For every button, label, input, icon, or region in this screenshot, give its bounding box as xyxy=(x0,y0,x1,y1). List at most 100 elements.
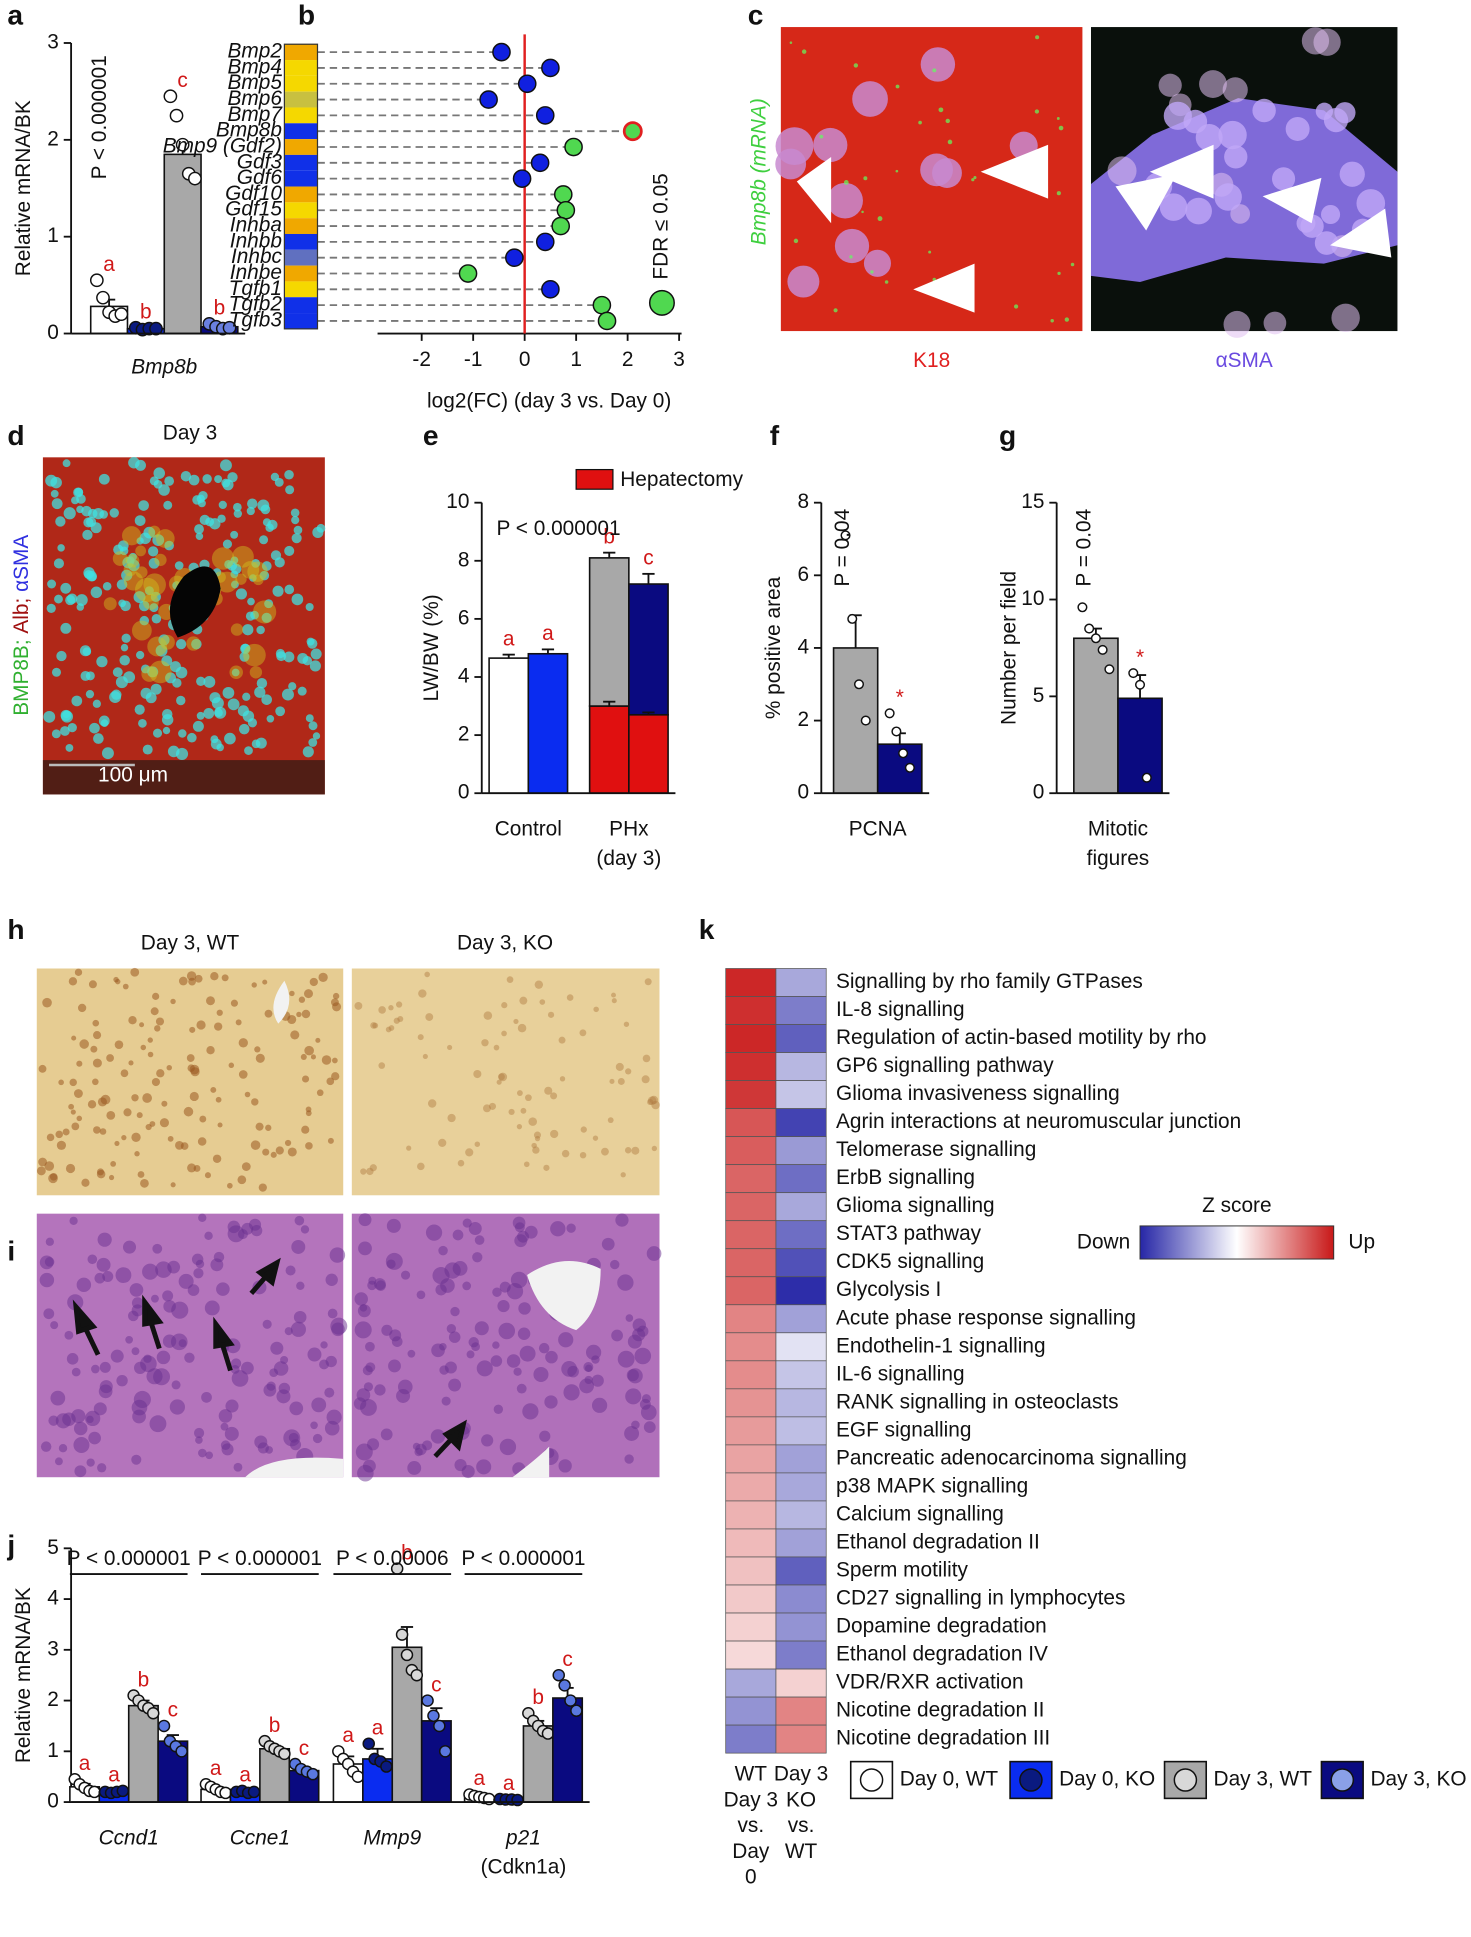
texture-dot xyxy=(289,1401,304,1416)
texture-dot xyxy=(71,1409,86,1424)
texture-dot xyxy=(79,1039,89,1049)
texture-dot xyxy=(309,977,318,987)
texture-dot xyxy=(79,645,91,657)
dot xyxy=(551,216,571,236)
heatmap-cell xyxy=(775,1584,827,1614)
texture-dot xyxy=(325,1355,337,1368)
texture-dot xyxy=(98,715,110,727)
texture-dot xyxy=(257,1442,269,1454)
texture-dot xyxy=(789,41,793,44)
texture-dot xyxy=(146,1368,163,1385)
texture-dot xyxy=(611,992,616,998)
texture-dot xyxy=(462,1281,472,1291)
data-point xyxy=(89,273,104,288)
x-tick-label: (day 3) xyxy=(596,847,661,870)
row-label: RANK signalling in osteoclasts xyxy=(836,1390,1118,1413)
texture-dot xyxy=(114,1140,120,1146)
gene-label: Tgfb3 xyxy=(229,308,283,331)
texture-dot xyxy=(53,558,65,569)
heatmap-cell xyxy=(775,1668,827,1698)
y-axis-label: Relative mRNA/BK xyxy=(12,100,35,276)
texture-dot xyxy=(547,1011,555,1018)
significance-letter: b xyxy=(532,1686,544,1709)
texture-dot xyxy=(43,710,56,723)
texture-dot xyxy=(70,1109,76,1115)
texture-dot xyxy=(134,515,146,526)
texture-dot xyxy=(221,974,229,982)
data-point xyxy=(433,1719,446,1733)
x-tick-label: Mmp9 xyxy=(363,1826,421,1849)
texture-dot xyxy=(1050,318,1054,323)
texture-dot xyxy=(67,722,77,733)
row-label: Nicotine degradation II xyxy=(836,1699,1044,1722)
texture-dot xyxy=(439,1365,449,1375)
texture-dot xyxy=(498,1322,516,1340)
row-label: Pancreatic adenocarcinoma signalling xyxy=(836,1446,1187,1469)
texture-dot xyxy=(287,1147,297,1157)
texture-dot xyxy=(98,473,110,485)
texture-dot xyxy=(308,721,318,731)
texture-dot xyxy=(39,1255,54,1270)
family-strip xyxy=(284,60,318,76)
texture-dot xyxy=(291,516,300,525)
texture-dot xyxy=(195,1259,205,1269)
texture-dot xyxy=(149,603,159,613)
texture-dot xyxy=(624,1426,640,1441)
texture-dot xyxy=(121,569,133,581)
texture-dot xyxy=(246,506,255,516)
data-point xyxy=(219,1786,232,1800)
stain-label: K18 xyxy=(913,349,950,372)
texture-dot xyxy=(519,996,528,1005)
texture-dot xyxy=(516,1090,523,1096)
arrows xyxy=(72,1257,467,1459)
gene-label: Bmp7 xyxy=(228,103,284,126)
texture-dot xyxy=(69,1216,78,1225)
texture-dot xyxy=(617,1078,625,1085)
annotation: P < 0.000001 xyxy=(496,517,620,540)
heatmap-cell xyxy=(775,1108,827,1138)
texture-dot xyxy=(206,1046,215,1055)
data-point xyxy=(847,613,858,624)
y-tick-label: 0 xyxy=(47,321,59,344)
texture-dot xyxy=(51,498,63,510)
texture-dot xyxy=(601,1237,615,1251)
texture-dot xyxy=(283,651,295,663)
row-label: CD27 signalling in lymphocytes xyxy=(836,1587,1125,1610)
data-point xyxy=(157,1719,171,1733)
texture-dot xyxy=(112,667,123,678)
texture-dot xyxy=(516,1383,527,1394)
texture-dot xyxy=(135,459,146,471)
texture-dot xyxy=(90,522,102,534)
texture-dot xyxy=(125,1335,133,1344)
texture-dot xyxy=(305,1110,312,1117)
texture-dot xyxy=(131,1347,140,1356)
stain-part: BMP8B; xyxy=(10,634,33,716)
texture-dot xyxy=(289,990,295,997)
texture-dot xyxy=(626,1369,639,1382)
texture-dot xyxy=(163,500,173,510)
texture-dot xyxy=(98,1384,113,1399)
dot xyxy=(505,248,524,268)
texture-dot xyxy=(291,593,304,606)
micrograph xyxy=(351,968,660,1196)
texture-dot xyxy=(1057,271,1061,276)
heatmap-cell xyxy=(775,1276,827,1306)
texture-dot xyxy=(481,1039,489,1047)
texture-dot xyxy=(263,1383,277,1397)
texture-dot xyxy=(262,979,268,985)
heatmap-cell xyxy=(775,1164,827,1194)
texture-dot xyxy=(85,1410,101,1427)
texture-dot xyxy=(203,676,216,688)
data-point xyxy=(891,726,902,737)
heatmap-cell xyxy=(725,1500,777,1530)
gene-label: Bmp5 xyxy=(228,71,283,94)
texture-dot xyxy=(422,1440,433,1451)
bar-segment xyxy=(488,657,530,795)
x-tick-label: -2 xyxy=(412,348,431,371)
texture-dot xyxy=(539,999,546,1005)
y-tick-label: 10 xyxy=(446,490,469,513)
texture-dot xyxy=(1272,167,1296,191)
texture-dot xyxy=(153,479,163,489)
texture-dot xyxy=(1218,120,1247,150)
x-tick-label: 3 xyxy=(673,348,685,371)
